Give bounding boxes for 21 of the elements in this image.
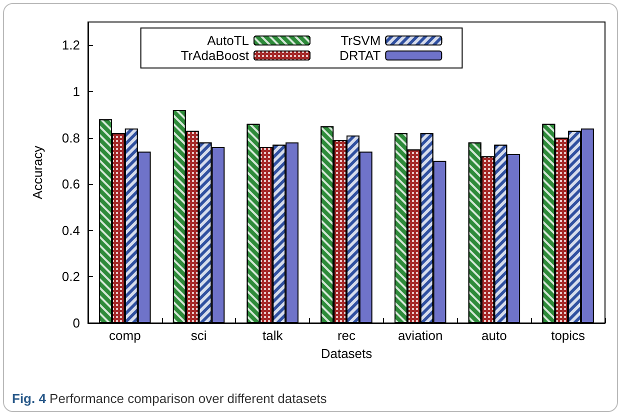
y-tick-label: 1.2	[62, 38, 80, 53]
y-tick-label: 1	[72, 84, 80, 99]
y-tick-label: 0	[72, 316, 80, 330]
x-tick-label: sci	[190, 328, 207, 343]
x-axis-title: Datasets	[320, 346, 373, 361]
y-tick-label: 0.6	[62, 176, 80, 192]
x-tick-label: comp	[109, 328, 141, 343]
x-tick-label: aviation	[398, 328, 443, 343]
y-tick-label: 0.2	[62, 269, 80, 284]
y-axis-title: Accuracy	[30, 145, 45, 200]
x-tick-label: topics	[551, 328, 586, 343]
x-tick-label: auto	[482, 328, 507, 343]
legend-label: TrAdaBoost	[180, 48, 250, 63]
caption: Fig. 4 Performance comparison over different datasets	[12, 391, 328, 406]
y-tick-label: 0.4	[62, 222, 80, 238]
x-tick-label: rec	[337, 328, 356, 343]
legend-label: TrSVM	[340, 33, 381, 48]
legend-label: DRTAT	[339, 48, 381, 63]
legend-label: AutoTL	[207, 33, 249, 48]
x-tick-label: talk	[262, 328, 284, 343]
y-tick-label: 0.8	[62, 130, 80, 146]
